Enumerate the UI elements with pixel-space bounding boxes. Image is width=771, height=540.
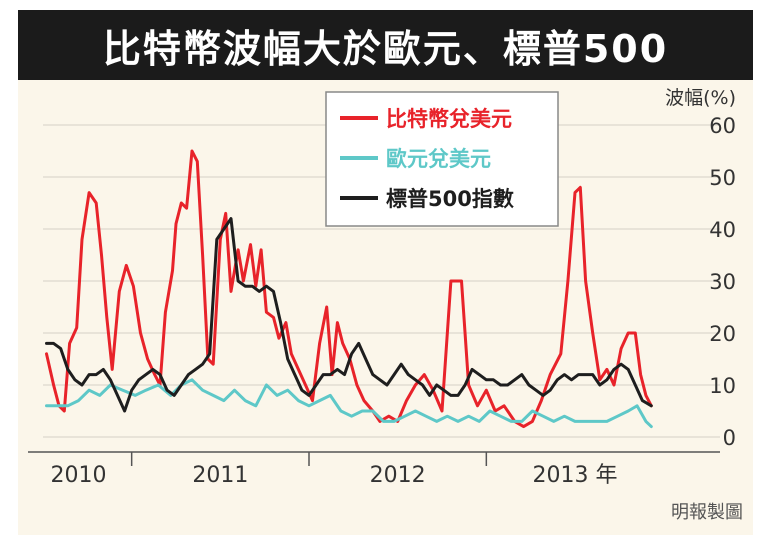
series-line: [45, 378, 653, 429]
x-tick-label: 2010: [50, 463, 106, 488]
source-credit: 明報製圖: [671, 502, 743, 523]
chart-title: 比特幣波幅大於歐元、標普500: [102, 26, 669, 71]
y-tick-label: 50: [709, 166, 736, 190]
legend-label: 歐元兌美元: [386, 147, 491, 171]
chart-svg: 0 10 20 30 40 50 60 波幅(%) 2010 2011 2012 2013 年 比特幣兌…: [28, 87, 743, 523]
series-line: [45, 217, 653, 413]
legend-label: 比特幣兌美元: [386, 107, 512, 131]
y-tick-label: 60: [709, 114, 736, 138]
title-bar: 比特幣波幅大於歐元、標普500: [18, 10, 753, 80]
y-tick-label: 30: [709, 270, 736, 294]
y-tick-label: 40: [709, 218, 736, 242]
chart-panel: 0 10 20 30 40 50 60 波幅(%) 2010 2011 2012 2013 年 比特幣兌…: [18, 80, 753, 535]
y-tick-label: 10: [709, 374, 736, 398]
y-tick-label: 20: [709, 322, 736, 346]
x-tick-label: 2011: [192, 463, 248, 488]
y-tick-label: 0: [723, 426, 736, 450]
x-tick-label: 2012: [370, 463, 426, 488]
x-tick-label: 2013 年: [533, 463, 618, 488]
series-line: [45, 149, 653, 429]
legend-label: 標普500指數: [386, 187, 514, 211]
y-axis-label: 波幅(%): [665, 87, 736, 109]
